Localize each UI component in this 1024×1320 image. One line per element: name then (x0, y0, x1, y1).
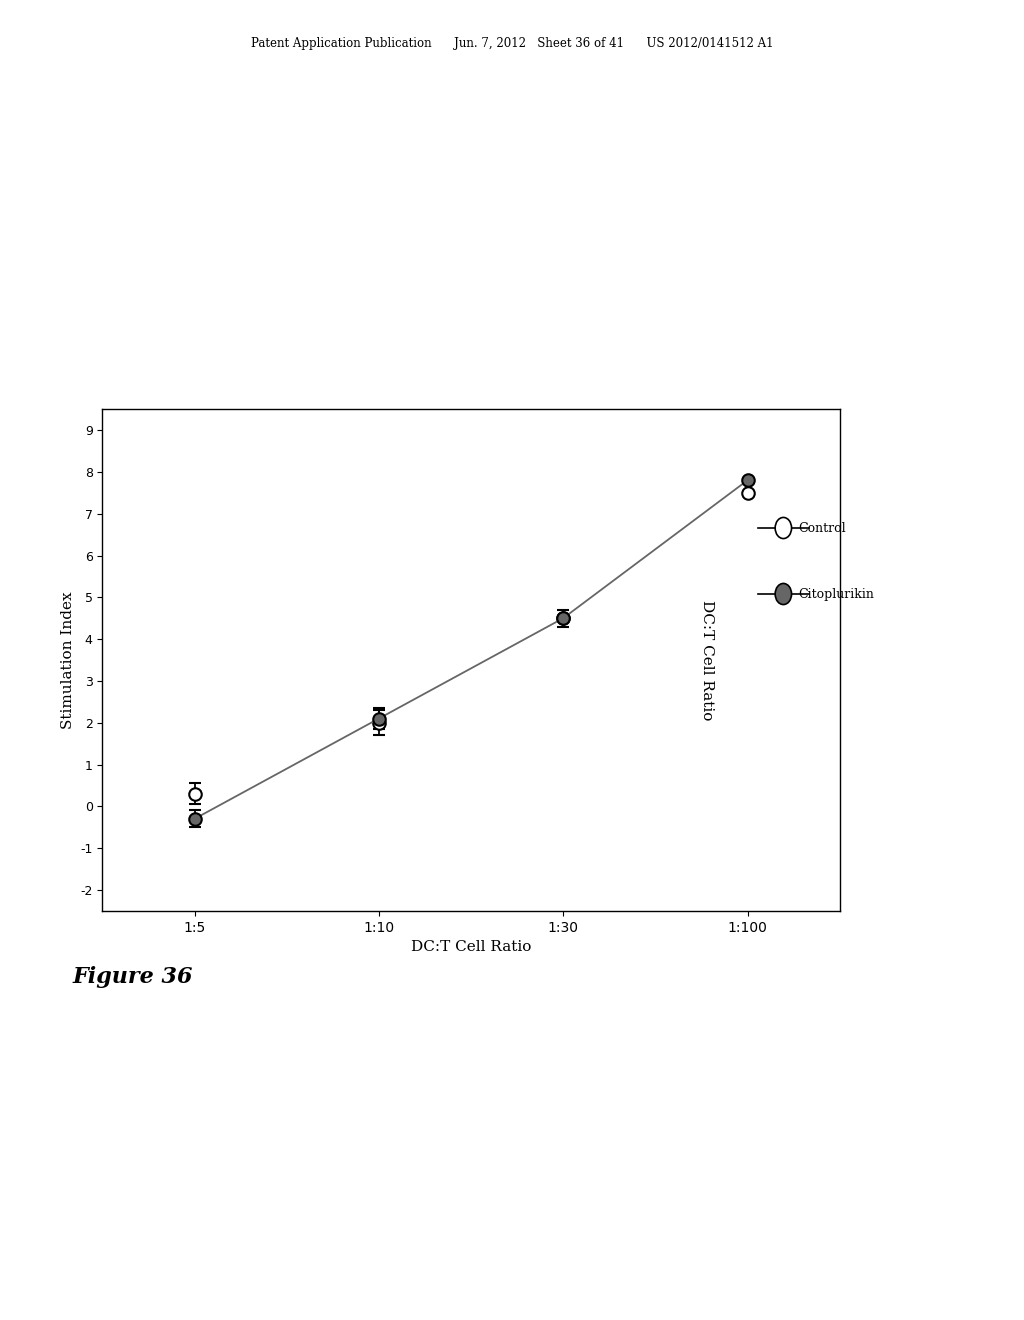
Text: Patent Application Publication      Jun. 7, 2012   Sheet 36 of 41      US 2012/0: Patent Application Publication Jun. 7, 2… (251, 37, 773, 50)
Text: Citoplurikin: Citoplurikin (799, 587, 874, 601)
Text: Figure 36: Figure 36 (73, 966, 194, 987)
Y-axis label: Stimulation Index: Stimulation Index (60, 591, 75, 729)
Text: DC:T Cell Ratio: DC:T Cell Ratio (699, 599, 714, 721)
X-axis label: DC:T Cell Ratio: DC:T Cell Ratio (411, 940, 531, 954)
Text: Control: Control (799, 521, 847, 535)
